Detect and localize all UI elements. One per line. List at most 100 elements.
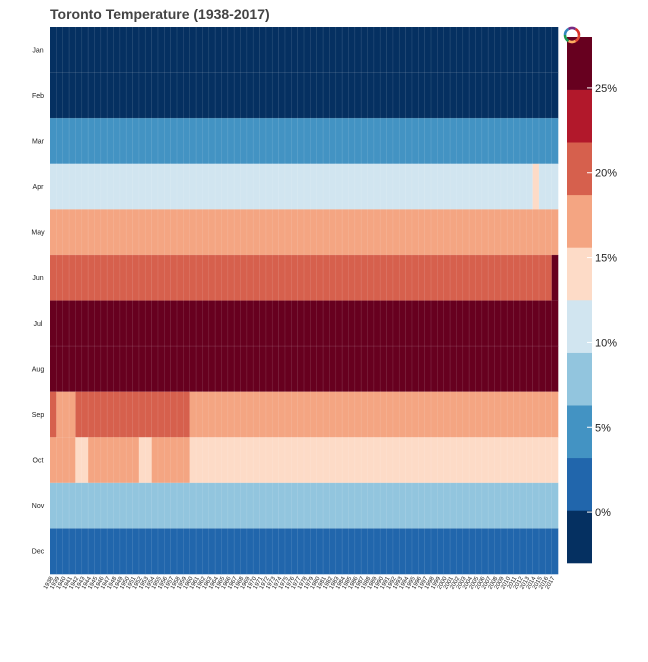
- heatmap-cell: [202, 346, 210, 392]
- heatmap-cell: [513, 528, 521, 575]
- heatmap-cell: [437, 346, 444, 392]
- heatmap-cell: [164, 346, 171, 392]
- heatmap-cell: [335, 163, 343, 210]
- heatmap-cell: [316, 27, 324, 73]
- heatmap-cell: [196, 118, 203, 165]
- heatmap-cell: [62, 437, 70, 484]
- heatmap-cell: [202, 163, 210, 210]
- heatmap-cell: [56, 254, 63, 301]
- heatmap-cell: [399, 528, 406, 575]
- y-tick-label: Sep: [32, 412, 45, 419]
- heatmap-cell: [392, 118, 400, 165]
- heatmap-cell: [145, 346, 152, 392]
- heatmap-cell: [494, 118, 502, 165]
- heatmap-cell: [316, 209, 324, 256]
- heatmap-cell: [253, 391, 260, 438]
- heatmap-cell: [284, 27, 292, 73]
- heatmap-cell: [183, 437, 190, 484]
- heatmap-cell: [443, 391, 451, 438]
- heatmap-cell: [507, 254, 514, 301]
- heatmap-cell: [81, 209, 89, 256]
- heatmap-cell: [215, 300, 222, 347]
- heatmap-cell: [405, 72, 413, 119]
- heatmap-cell: [500, 482, 508, 529]
- heatmap-cell: [113, 118, 121, 165]
- bokeh-logo-icon[interactable]: [563, 26, 581, 44]
- heatmap-cell: [265, 437, 273, 484]
- heatmap-cell: [513, 300, 521, 347]
- heatmap-cell: [411, 254, 419, 301]
- heatmap-cell: [196, 437, 203, 484]
- heatmap-cell: [431, 528, 438, 575]
- heatmap-cell: [424, 27, 432, 73]
- heatmap-cell: [488, 209, 495, 256]
- heatmap-cell: [272, 391, 279, 438]
- heatmap-cell: [100, 346, 108, 392]
- heatmap-cell: [297, 118, 305, 165]
- heatmap-cell: [107, 27, 114, 73]
- heatmap-cell: [443, 528, 451, 575]
- heatmap-cell: [532, 528, 540, 575]
- heatmap-cell: [481, 300, 489, 347]
- heatmap-cell: [507, 391, 514, 438]
- heatmap-cell: [481, 528, 489, 575]
- heatmap-cell: [62, 254, 70, 301]
- heatmap-cell: [342, 482, 349, 529]
- heatmap-cell: [113, 391, 121, 438]
- heatmap-cell: [405, 391, 413, 438]
- heatmap-cell: [405, 482, 413, 529]
- heatmap-cell: [519, 391, 527, 438]
- heatmap-cell: [348, 300, 356, 347]
- heatmap-cell: [310, 163, 317, 210]
- heatmap-cell: [189, 346, 197, 392]
- heatmap-cell: [513, 346, 521, 392]
- heatmap-cell: [265, 118, 273, 165]
- heatmap-cell: [278, 482, 286, 529]
- heatmap-cell: [500, 254, 508, 301]
- heatmap-cell: [126, 118, 133, 165]
- heatmap-cell: [399, 346, 406, 392]
- heatmap-cell: [119, 300, 127, 347]
- heatmap-cell: [69, 27, 76, 73]
- heatmap-cell: [386, 300, 394, 347]
- heatmap-cell: [367, 163, 375, 210]
- heatmap-cell: [151, 391, 159, 438]
- heatmap-cell: [297, 391, 305, 438]
- heatmap-cell: [526, 528, 533, 575]
- heatmap-cell: [335, 27, 343, 73]
- heatmap-cell: [56, 391, 63, 438]
- heatmap-cell: [278, 346, 286, 392]
- heatmap-cell: [342, 72, 349, 119]
- heatmap-cell: [183, 118, 190, 165]
- heatmap-cell: [138, 482, 146, 529]
- heatmap-cell: [208, 254, 216, 301]
- heatmap-cell: [545, 482, 552, 529]
- heatmap-cell: [227, 437, 235, 484]
- heatmap-cell: [481, 27, 489, 73]
- heatmap-cell: [475, 528, 483, 575]
- heatmap-cell: [310, 118, 317, 165]
- heatmap-cell: [177, 528, 184, 575]
- heatmap-cell: [113, 72, 121, 119]
- heatmap-cell: [157, 72, 165, 119]
- heatmap-cell: [411, 300, 419, 347]
- heatmap-cell: [265, 528, 273, 575]
- heatmap-cell: [246, 118, 254, 165]
- heatmap-cell: [405, 437, 413, 484]
- heatmap-cell: [183, 163, 190, 210]
- heatmap-cell: [545, 391, 552, 438]
- heatmap-cell: [538, 482, 546, 529]
- heatmap-cell: [462, 254, 470, 301]
- heatmap-cell: [526, 118, 533, 165]
- heatmap-cell: [316, 300, 324, 347]
- heatmap-cell: [418, 118, 425, 165]
- heatmap-cell: [177, 72, 184, 119]
- heatmap-cell: [367, 300, 375, 347]
- heatmap-cell: [424, 72, 432, 119]
- heatmap-cell: [50, 72, 57, 119]
- heatmap-cell: [335, 391, 343, 438]
- heatmap-cell: [284, 437, 292, 484]
- heatmap-cell: [513, 72, 521, 119]
- heatmap-cell: [50, 437, 57, 484]
